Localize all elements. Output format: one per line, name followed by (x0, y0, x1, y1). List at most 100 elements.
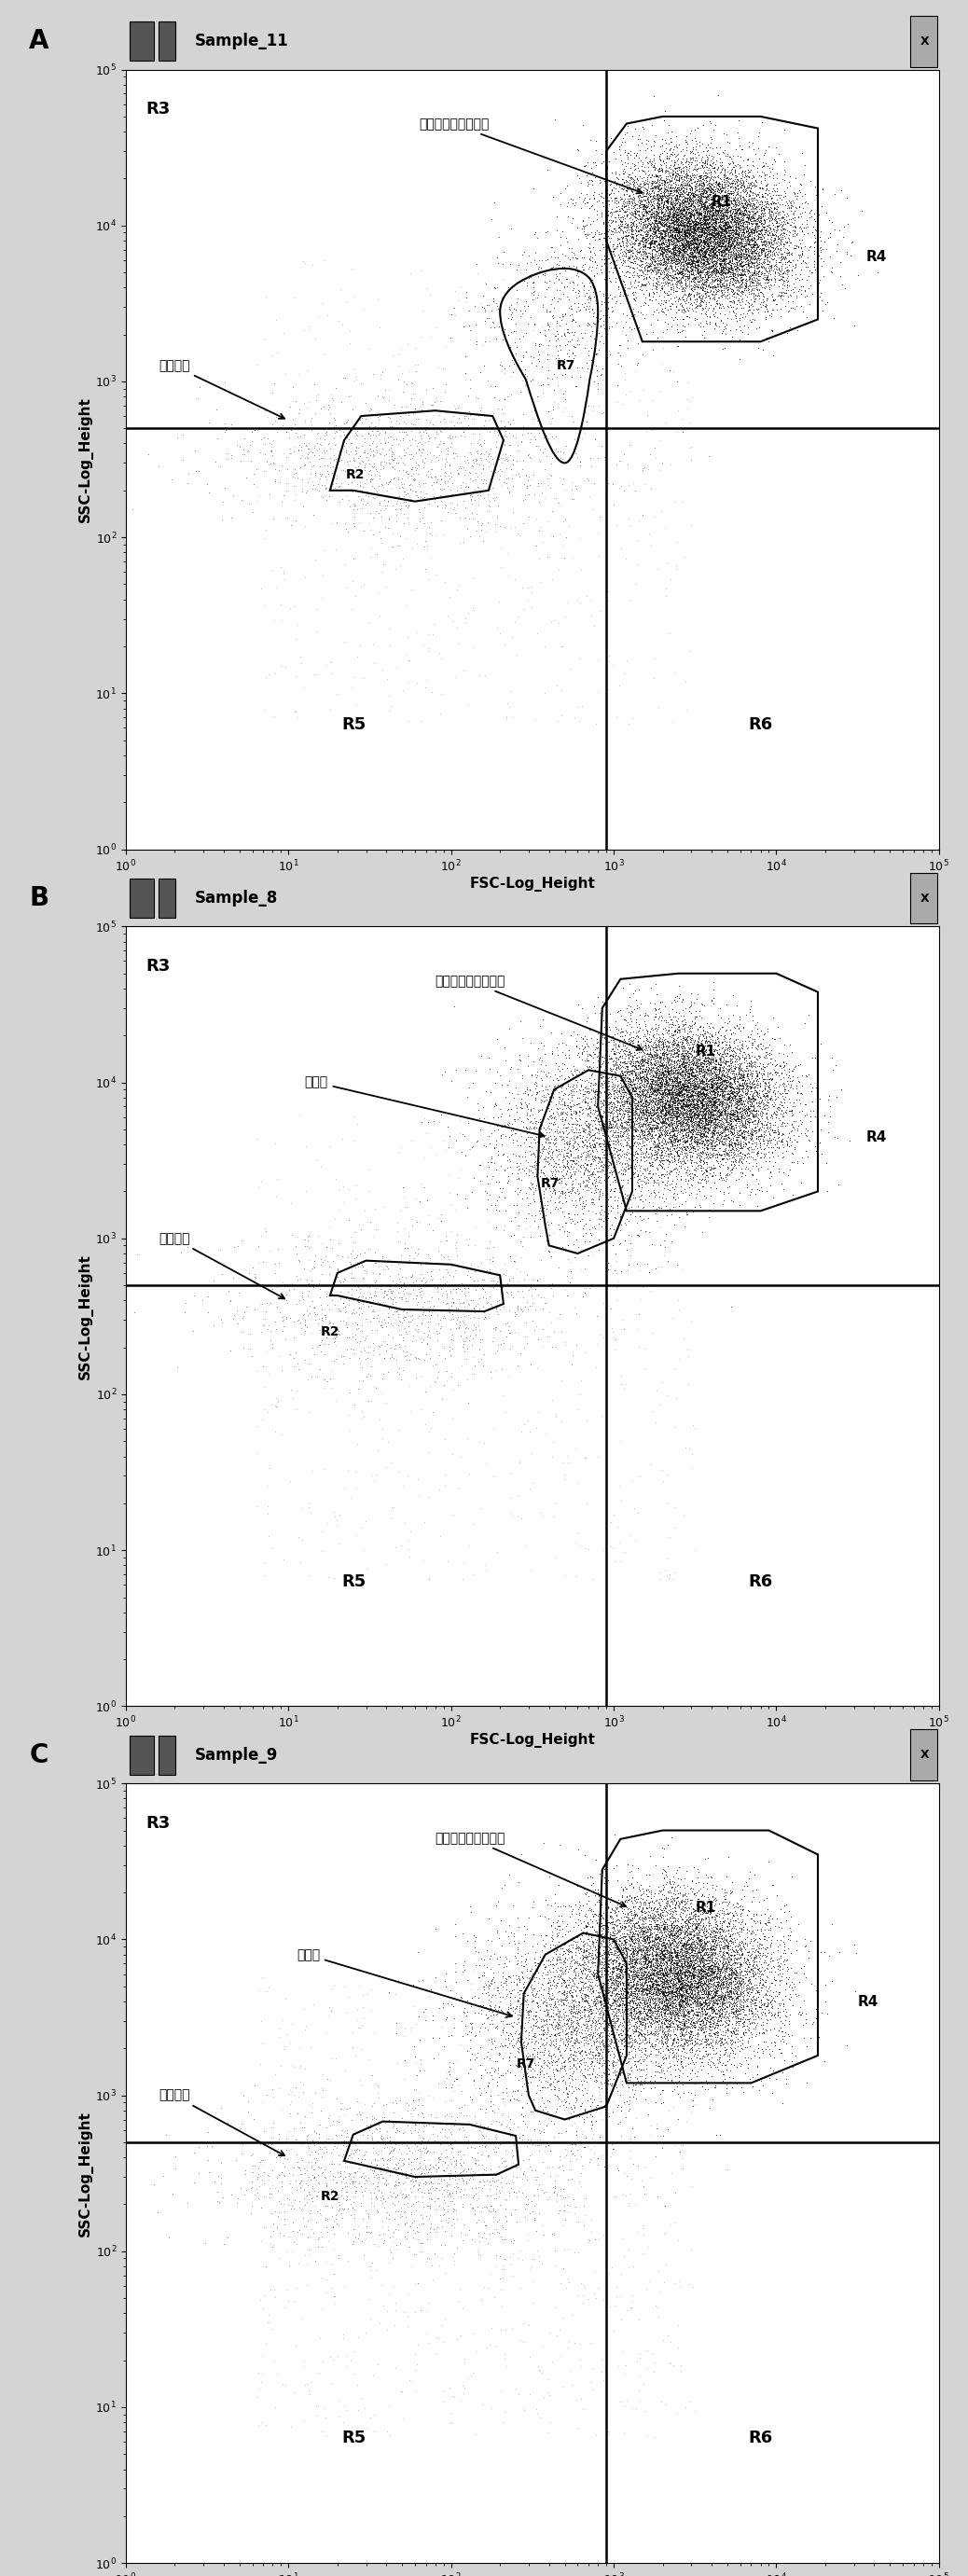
Point (639, 242, 654, 283)
Point (563, 1940, 579, 1981)
Point (660, 1115, 676, 1157)
Point (646, 1010, 661, 1051)
Point (705, 1041, 720, 1082)
Point (605, 201, 620, 242)
Point (432, 1986, 447, 2027)
Point (752, 1919, 768, 1960)
Point (571, 2063, 587, 2105)
Point (677, 1963, 692, 2004)
Point (375, 1409, 390, 1450)
Point (704, 1940, 719, 1981)
Point (676, 1136, 691, 1177)
Point (671, 1139, 686, 1180)
Point (676, 1059, 691, 1100)
Point (306, 2169, 321, 2210)
Point (596, 1968, 612, 2009)
Point (680, 204, 695, 245)
Point (624, 216, 640, 258)
Point (499, 2200, 514, 2241)
Point (670, 1074, 685, 1115)
Point (584, 2107, 599, 2148)
Point (643, 2007, 658, 2048)
Point (607, 2014, 622, 2056)
Point (673, 167, 688, 209)
Point (570, 1929, 586, 1971)
Point (677, 1126, 692, 1167)
Point (704, 1077, 719, 1118)
Point (671, 196, 686, 237)
Point (705, 188, 720, 229)
Point (406, 459, 421, 500)
Point (630, 1932, 646, 1973)
Point (609, 1185, 624, 1226)
Point (394, 2154, 409, 2195)
Point (560, 1074, 576, 1115)
Point (704, 1960, 719, 2002)
Point (379, 1275, 395, 1316)
Point (497, 1105, 512, 1146)
Point (600, 1061, 616, 1103)
Point (591, 1935, 607, 1976)
Point (618, 2061, 633, 2102)
Point (697, 1958, 712, 1999)
Point (687, 1110, 703, 1151)
Point (642, 232, 657, 273)
Point (570, 273, 586, 314)
Point (560, 2004, 575, 2045)
Point (579, 1164, 594, 1206)
Point (332, 2154, 348, 2195)
Point (630, 1927, 646, 1968)
Point (748, 1146, 764, 1188)
Point (557, 1996, 572, 2038)
Point (711, 1087, 727, 1128)
Point (613, 1927, 628, 1968)
Point (324, 1273, 340, 1314)
Point (571, 286, 587, 327)
Point (546, 1999, 561, 2040)
Point (744, 1929, 760, 1971)
Point (807, 201, 823, 242)
Point (686, 1935, 702, 1976)
Point (642, 1100, 657, 1141)
Point (371, 2156, 386, 2197)
Point (603, 118, 619, 160)
Point (771, 1986, 786, 2027)
Point (672, 222, 687, 263)
Point (694, 155, 710, 196)
Point (695, 1054, 711, 1095)
Point (615, 1981, 630, 2022)
Point (668, 206, 683, 247)
Point (652, 237, 668, 278)
Point (744, 1095, 760, 1136)
Point (688, 227, 704, 268)
Point (704, 1935, 719, 1976)
Point (631, 245, 647, 286)
Point (644, 1935, 659, 1976)
Point (587, 1074, 602, 1115)
Point (652, 1041, 668, 1082)
Point (660, 1978, 676, 2020)
Point (275, 1262, 290, 1303)
Point (510, 1940, 526, 1981)
Point (772, 1924, 788, 1965)
Point (541, 1950, 557, 1991)
Point (599, 193, 615, 234)
Point (596, 1190, 612, 1231)
Point (570, 1113, 586, 1154)
Point (707, 1030, 722, 1072)
Point (705, 1066, 720, 1108)
Point (616, 1984, 631, 2025)
Point (630, 1901, 646, 1942)
Point (536, 2025, 552, 2066)
Point (675, 224, 690, 265)
Point (712, 1965, 728, 2007)
Point (307, 428, 322, 469)
Point (743, 240, 759, 281)
Point (577, 1072, 592, 1113)
Point (638, 1927, 653, 1968)
Point (771, 1971, 786, 2012)
Point (699, 1123, 714, 1164)
Point (395, 2143, 410, 2184)
Point (457, 2339, 472, 2380)
Point (672, 216, 687, 258)
